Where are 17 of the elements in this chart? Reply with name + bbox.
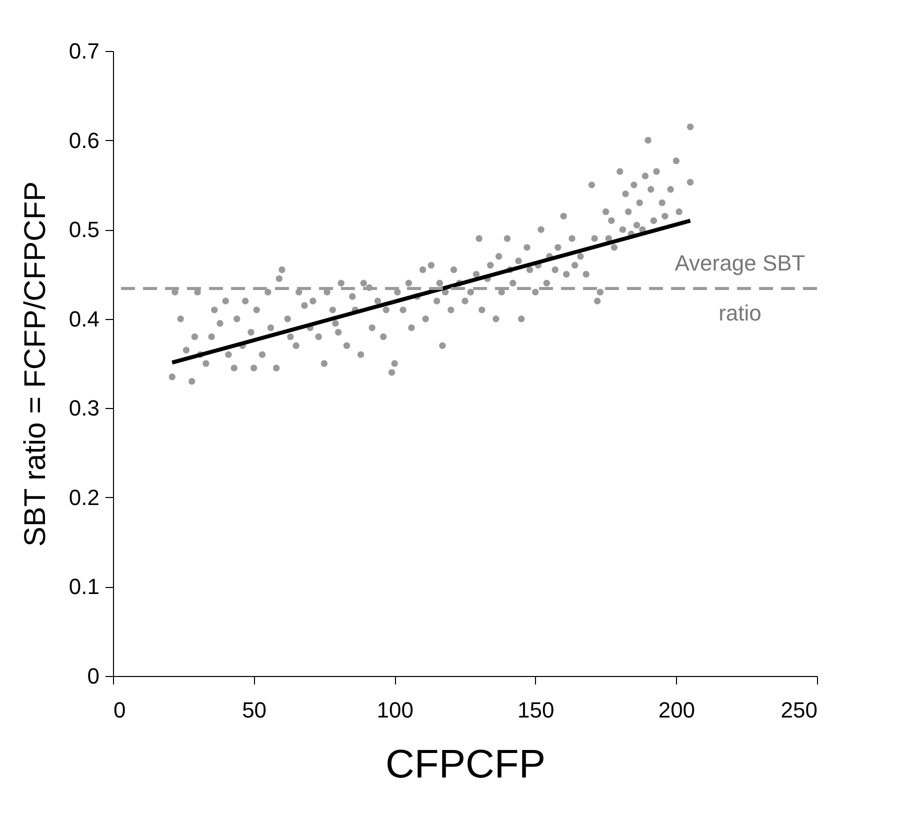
x-tick-label: 150 <box>518 698 554 722</box>
x-tick-label: 50 <box>242 698 267 722</box>
x-tick-label: 100 <box>376 698 414 722</box>
x-axis-title: CFPCFP <box>386 742 546 786</box>
y-tick-label: 0.3 <box>68 396 100 421</box>
y-tick-label: 0.1 <box>68 574 100 600</box>
x-tick-label: 0 <box>114 698 126 722</box>
y-tick-label: 0.4 <box>68 306 100 332</box>
ref-line-label: Average SBT ratio <box>674 250 806 326</box>
y-tick-label: 0 <box>87 664 100 688</box>
y-tick-label: 0.6 <box>68 128 100 153</box>
y-tick-label: 0.7 <box>68 38 100 64</box>
x-tick-label: 250 <box>780 698 818 722</box>
y-axis-title: SBT ratio = FCFP/CFPCFP <box>18 181 52 547</box>
y-tick-label: 0.5 <box>68 217 100 242</box>
y-tick-label: 0.2 <box>68 484 100 510</box>
x-tick-label: 200 <box>658 698 696 722</box>
